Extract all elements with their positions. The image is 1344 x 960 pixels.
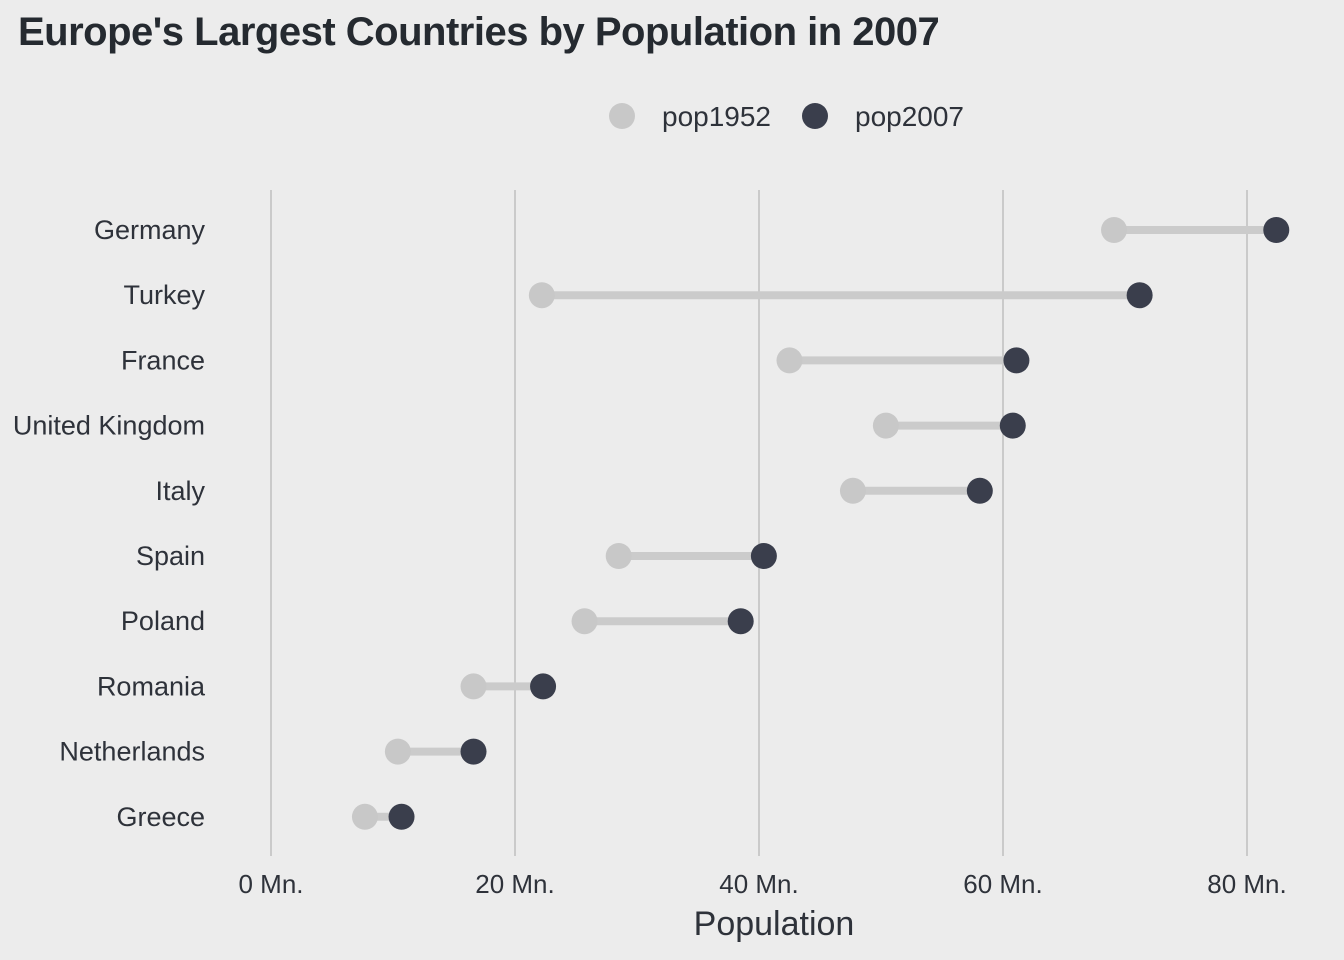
y-label-france: France xyxy=(121,345,205,375)
point-pop1952-poland xyxy=(571,608,598,635)
point-pop2007-spain xyxy=(750,543,777,569)
legend-label-pop1952: pop1952 xyxy=(662,101,771,132)
point-pop1952-greece xyxy=(351,803,378,830)
point-pop2007-greece xyxy=(388,803,415,830)
point-pop2007-poland xyxy=(727,608,754,635)
point-pop1952-spain xyxy=(605,543,632,569)
point-pop1952-romania xyxy=(460,673,487,700)
y-label-italy: Italy xyxy=(155,476,205,506)
point-pop1952-netherlands xyxy=(384,738,411,765)
point-pop1952-turkey xyxy=(528,282,555,309)
y-label-netherlands: Netherlands xyxy=(59,737,205,767)
x-tick-label: 40 Mn. xyxy=(719,869,799,899)
x-axis-title: Population xyxy=(694,905,855,943)
x-tick-label: 80 Mn. xyxy=(1207,869,1287,899)
point-pop2007-turkey xyxy=(1126,282,1153,309)
y-axis-labels: Germany Turkey France United Kingdom Italy Sp… xyxy=(13,215,206,832)
y-label-greece: Greece xyxy=(116,802,205,832)
x-tick-label: 60 Mn. xyxy=(963,869,1043,899)
y-label-turkey: Turkey xyxy=(123,280,205,310)
gridlines xyxy=(270,190,1248,856)
point-pop2007-netherlands xyxy=(460,738,487,765)
x-tick-label: 20 Mn. xyxy=(475,869,555,899)
legend: pop1952 pop2007 xyxy=(609,101,964,132)
y-label-united-kingdom: United Kingdom xyxy=(13,411,205,441)
point-pop2007-romania xyxy=(530,673,557,700)
point-pop2007-united-kingdom xyxy=(999,412,1026,439)
point-pop1952-united-kingdom xyxy=(872,412,899,439)
point-pop1952-italy xyxy=(839,477,866,504)
legend-swatch-pop2007 xyxy=(802,103,828,129)
point-pop1952-france xyxy=(776,347,803,374)
data-points xyxy=(351,217,1290,830)
point-pop1952-germany xyxy=(1101,217,1128,243)
legend-swatch-pop1952 xyxy=(609,103,635,129)
chart-title: Europe's Largest Countries by Population… xyxy=(18,10,940,54)
y-label-poland: Poland xyxy=(121,606,205,636)
connectors xyxy=(364,226,1277,821)
legend-label-pop2007: pop2007 xyxy=(855,101,964,132)
point-pop2007-germany xyxy=(1263,217,1290,243)
x-tick-label: 0 Mn. xyxy=(238,869,303,899)
point-pop2007-italy xyxy=(966,477,993,504)
y-label-spain: Spain xyxy=(136,541,205,571)
y-label-germany: Germany xyxy=(94,215,206,245)
x-axis-labels: 0 Mn. 20 Mn. 40 Mn. 60 Mn. 80 Mn. xyxy=(238,869,1286,899)
point-pop2007-france xyxy=(1003,347,1030,374)
y-label-romania: Romania xyxy=(97,671,206,701)
